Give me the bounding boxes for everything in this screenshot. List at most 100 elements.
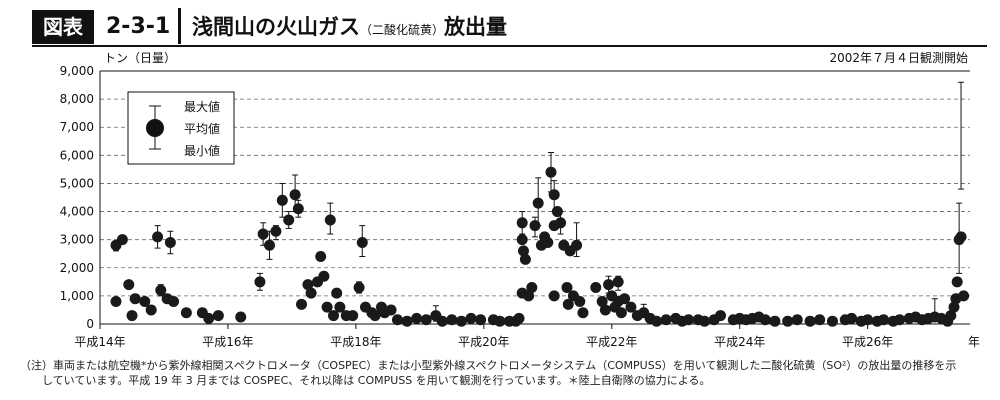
data-point [769, 315, 781, 327]
y-tick-label: 7,000 [60, 120, 94, 134]
data-point [292, 203, 304, 215]
data-point [548, 290, 560, 302]
data-point [590, 281, 602, 293]
so2-emission-chart: 0 1,000 2,000 3,000 4,000 5,000 6,000 7,000 8,00… [60, 51, 980, 349]
figure-title: 浅間山の火山ガス（二酸化硫黄）放出量 [192, 10, 507, 47]
data-point [878, 314, 890, 326]
data-point [545, 166, 557, 178]
data-point [126, 310, 138, 322]
data-point [436, 315, 448, 327]
data-point [296, 298, 308, 310]
data-point [257, 228, 269, 240]
legend-mean-marker [146, 119, 164, 137]
y-tick-label: 4,000 [60, 205, 94, 219]
figure-note: （注）車両または航空機*から紫外線相関スペクトロメータ（COSPEC）または小型… [20, 358, 980, 388]
y-tick-label: 6,000 [60, 148, 94, 162]
data-point [804, 315, 816, 327]
data-point [391, 314, 403, 326]
data-point [334, 301, 346, 313]
data-point [955, 231, 967, 243]
x-tick-label: 平成16年 [202, 335, 253, 349]
data-point [420, 314, 432, 326]
note-line-2: していています。平成 19 年 3 月までは COSPEC、それ以降は COMP… [20, 374, 711, 387]
x-tick-label: 平成22年 [586, 335, 637, 349]
data-point [596, 296, 608, 308]
data-point [254, 276, 266, 288]
data-point [401, 315, 413, 327]
data-point [331, 287, 343, 299]
data-point [369, 310, 381, 322]
data-point [152, 231, 164, 243]
data-point [324, 214, 336, 226]
observation-start-note: 2002年７月４日観測開始 [829, 51, 968, 65]
data-point [532, 197, 544, 209]
data-point [612, 276, 624, 288]
data-point [155, 284, 167, 296]
data-point [270, 225, 282, 237]
legend-label: 最大値 [184, 99, 220, 114]
data-point [715, 310, 727, 322]
data-point [110, 296, 122, 308]
data-point [123, 279, 135, 291]
data-point [318, 270, 330, 282]
data-point [465, 312, 477, 324]
data-point [551, 206, 563, 218]
x-axis-label: 年 [968, 335, 980, 349]
data-point [145, 304, 157, 316]
data-point [283, 214, 295, 226]
data-point [814, 314, 826, 326]
data-point [759, 314, 771, 326]
data-point [517, 245, 529, 257]
data-point [625, 301, 637, 313]
y-tick-label: 2,000 [60, 261, 94, 275]
data-point [571, 239, 583, 251]
figure-header: 図表 2-3-1 浅間山の火山ガス（二酸化硫黄）放出量 [10, 4, 990, 47]
data-point [180, 307, 192, 319]
data-point [523, 290, 535, 302]
data-point [315, 251, 327, 263]
data-point [562, 298, 574, 310]
data-point [651, 315, 663, 327]
y-tick-label: 8,000 [60, 92, 94, 106]
x-tick-label: 平成20年 [458, 335, 509, 349]
data-point [660, 314, 672, 326]
data-point [455, 315, 467, 327]
figure-number: 2-3-1 [106, 14, 171, 39]
note-line-1: （注）車両または航空機*から紫外線相関スペクトロメータ（COSPEC）または小型… [20, 359, 957, 372]
data-point [356, 236, 368, 248]
data-point [548, 189, 560, 201]
data-point [574, 296, 586, 308]
data-point [683, 314, 695, 326]
data-point [129, 293, 141, 305]
data-point [305, 287, 317, 299]
data-point [494, 315, 506, 327]
x-tick-label: 平成18年 [330, 335, 381, 349]
y-tick-label: 5,000 [60, 176, 94, 190]
y-axis-label: トン（日量） [104, 51, 176, 65]
data-point [577, 307, 589, 319]
data-point [619, 293, 631, 305]
y-tick-label: 9,000 [60, 64, 94, 78]
data-point [603, 279, 615, 291]
x-tick-label: 平成24年 [714, 335, 765, 349]
data-point [519, 253, 531, 265]
x-tick-label: 平成14年 [74, 335, 125, 349]
data-point [347, 310, 359, 322]
data-point [846, 312, 858, 324]
x-tick-label: 平成26年 [842, 335, 893, 349]
data-point [235, 311, 247, 323]
data-point [782, 315, 794, 327]
data-point [615, 307, 627, 319]
data-point [302, 279, 314, 291]
figure-tag: 図表 [32, 10, 94, 44]
data-point [862, 314, 874, 326]
title-underline [32, 45, 987, 47]
data-point [791, 314, 803, 326]
data-point [353, 281, 365, 293]
data-point [327, 310, 339, 322]
data-point [699, 315, 711, 327]
data-point [264, 239, 276, 251]
data-point [826, 315, 838, 327]
y-tick-label: 3,000 [60, 233, 94, 247]
data-point [958, 290, 970, 302]
